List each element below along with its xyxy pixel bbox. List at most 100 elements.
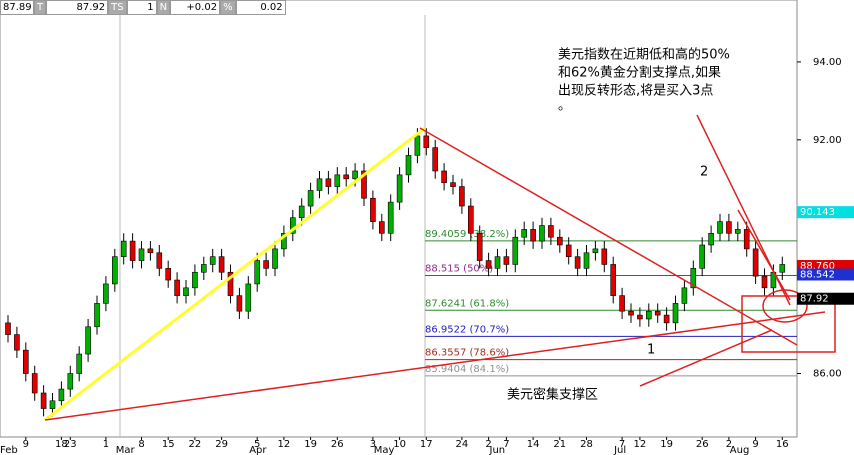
zone-label: 美元密集支撑区 bbox=[507, 387, 598, 403]
candle-body bbox=[94, 303, 100, 328]
x-tick-label: 10 bbox=[393, 439, 406, 450]
fib-label: 88.515 (50%) bbox=[425, 264, 493, 275]
candle-body bbox=[49, 400, 56, 409]
x-tick-label: 5 bbox=[254, 439, 260, 450]
candle-body bbox=[619, 295, 625, 312]
y-tick-label: 86.00 bbox=[813, 369, 842, 380]
candle-body bbox=[129, 240, 136, 261]
month-label: Jul bbox=[613, 445, 626, 455]
tag: N bbox=[156, 0, 171, 15]
x-tick-label: 19 bbox=[304, 439, 317, 450]
candle-body bbox=[165, 268, 171, 281]
candle-body bbox=[343, 174, 350, 180]
x-tick-label: 2 bbox=[485, 439, 491, 450]
candle-body bbox=[192, 271, 198, 289]
price-tag bbox=[797, 292, 854, 305]
candle-body bbox=[147, 248, 154, 254]
candle-body bbox=[476, 233, 483, 261]
note: 美元指数在近期低和高的50% bbox=[558, 47, 730, 63]
candle-body bbox=[601, 248, 608, 265]
candle-body bbox=[272, 248, 278, 269]
candle-body bbox=[699, 244, 706, 269]
candle-body bbox=[298, 205, 305, 219]
candle-body bbox=[67, 373, 74, 390]
x-tick-label: 15 bbox=[162, 439, 175, 450]
note: 和62%黄金分割支撑点,如果 bbox=[558, 65, 721, 81]
candle-body bbox=[352, 170, 358, 180]
x-tick-label: 9 bbox=[752, 439, 758, 450]
x-tick-label: 17 bbox=[420, 439, 433, 450]
x-tick-label: 29 bbox=[215, 439, 228, 450]
candle-body bbox=[370, 197, 376, 222]
candle-body bbox=[743, 229, 750, 250]
x-tick-label: 9 bbox=[23, 439, 29, 450]
candle-body bbox=[485, 260, 492, 269]
candle-body bbox=[22, 349, 29, 374]
candle-body bbox=[592, 248, 599, 254]
wave-label: 1 bbox=[647, 343, 655, 358]
candle-body bbox=[628, 310, 634, 316]
month-label: Apr bbox=[249, 445, 267, 455]
note: 出现反转形态,将是买入3点 bbox=[558, 84, 713, 99]
candle-body bbox=[120, 240, 127, 257]
x-tick-label: 1 bbox=[103, 439, 109, 450]
month-label: Feb bbox=[0, 445, 18, 455]
candle-body bbox=[663, 314, 670, 324]
x-tick-label: 12 bbox=[634, 439, 647, 450]
candle-body bbox=[307, 190, 314, 207]
x-tick-label: 23 bbox=[64, 439, 77, 450]
x-tick-label: 7 bbox=[619, 439, 625, 450]
change-pct: 0.02 bbox=[235, 0, 286, 15]
x-tick-label: 2 bbox=[726, 439, 732, 450]
candle-body bbox=[218, 256, 225, 273]
trend-line bbox=[44, 126, 426, 422]
candle-body bbox=[361, 170, 367, 199]
candle-body bbox=[654, 310, 661, 316]
candle-body bbox=[459, 186, 465, 207]
candle-body bbox=[565, 244, 572, 257]
candle-body bbox=[645, 310, 652, 320]
candle-body bbox=[726, 221, 732, 234]
candle-body bbox=[76, 353, 82, 374]
tag: T bbox=[34, 0, 47, 15]
x-tick-label: 7 bbox=[503, 439, 509, 450]
x-tick-label: 18 bbox=[55, 439, 68, 450]
tag: % bbox=[220, 0, 236, 15]
x-tick-label: 21 bbox=[553, 439, 566, 450]
candle-body bbox=[378, 221, 385, 234]
support-box bbox=[741, 295, 836, 353]
x-tick-label: 28 bbox=[580, 439, 593, 450]
candle-body bbox=[387, 201, 394, 234]
x-tick-label: 26 bbox=[696, 439, 709, 450]
x-tick-label: 14 bbox=[527, 439, 540, 450]
fib-label: 85.9404 (84.1%) bbox=[425, 364, 509, 375]
trend-line bbox=[44, 311, 826, 421]
month-label: May bbox=[374, 445, 395, 455]
last-price: 87.89 bbox=[0, 0, 34, 15]
candle-body bbox=[201, 264, 207, 273]
fib-label: 86.9522 (70.7%) bbox=[425, 324, 509, 335]
candle-body bbox=[637, 314, 643, 320]
price-tag-label: 88.760 bbox=[800, 261, 835, 272]
candle-body bbox=[112, 256, 118, 285]
x-tick-label: 12 bbox=[278, 439, 291, 450]
price-tag bbox=[797, 206, 854, 219]
annotations: 美元指数在近期低和高的50% 和62%黄金分割支撑点,如果 出现反转形态,将是买… bbox=[44, 47, 836, 422]
candle-body bbox=[521, 229, 528, 238]
candle-body bbox=[289, 217, 296, 234]
x-tick-label: 3 bbox=[370, 439, 376, 450]
candle-body bbox=[717, 221, 723, 234]
size: 1 bbox=[126, 0, 157, 15]
candle-body bbox=[396, 174, 403, 203]
candle-body bbox=[779, 264, 786, 273]
note: 。 bbox=[558, 99, 571, 114]
candle-body bbox=[752, 248, 759, 277]
candle-body bbox=[236, 295, 243, 312]
candle-body bbox=[432, 147, 439, 172]
candle-body bbox=[5, 322, 11, 335]
arrow-line bbox=[737, 209, 791, 301]
candle-body bbox=[494, 256, 501, 269]
y-tick-label: 94.00 bbox=[813, 57, 842, 68]
